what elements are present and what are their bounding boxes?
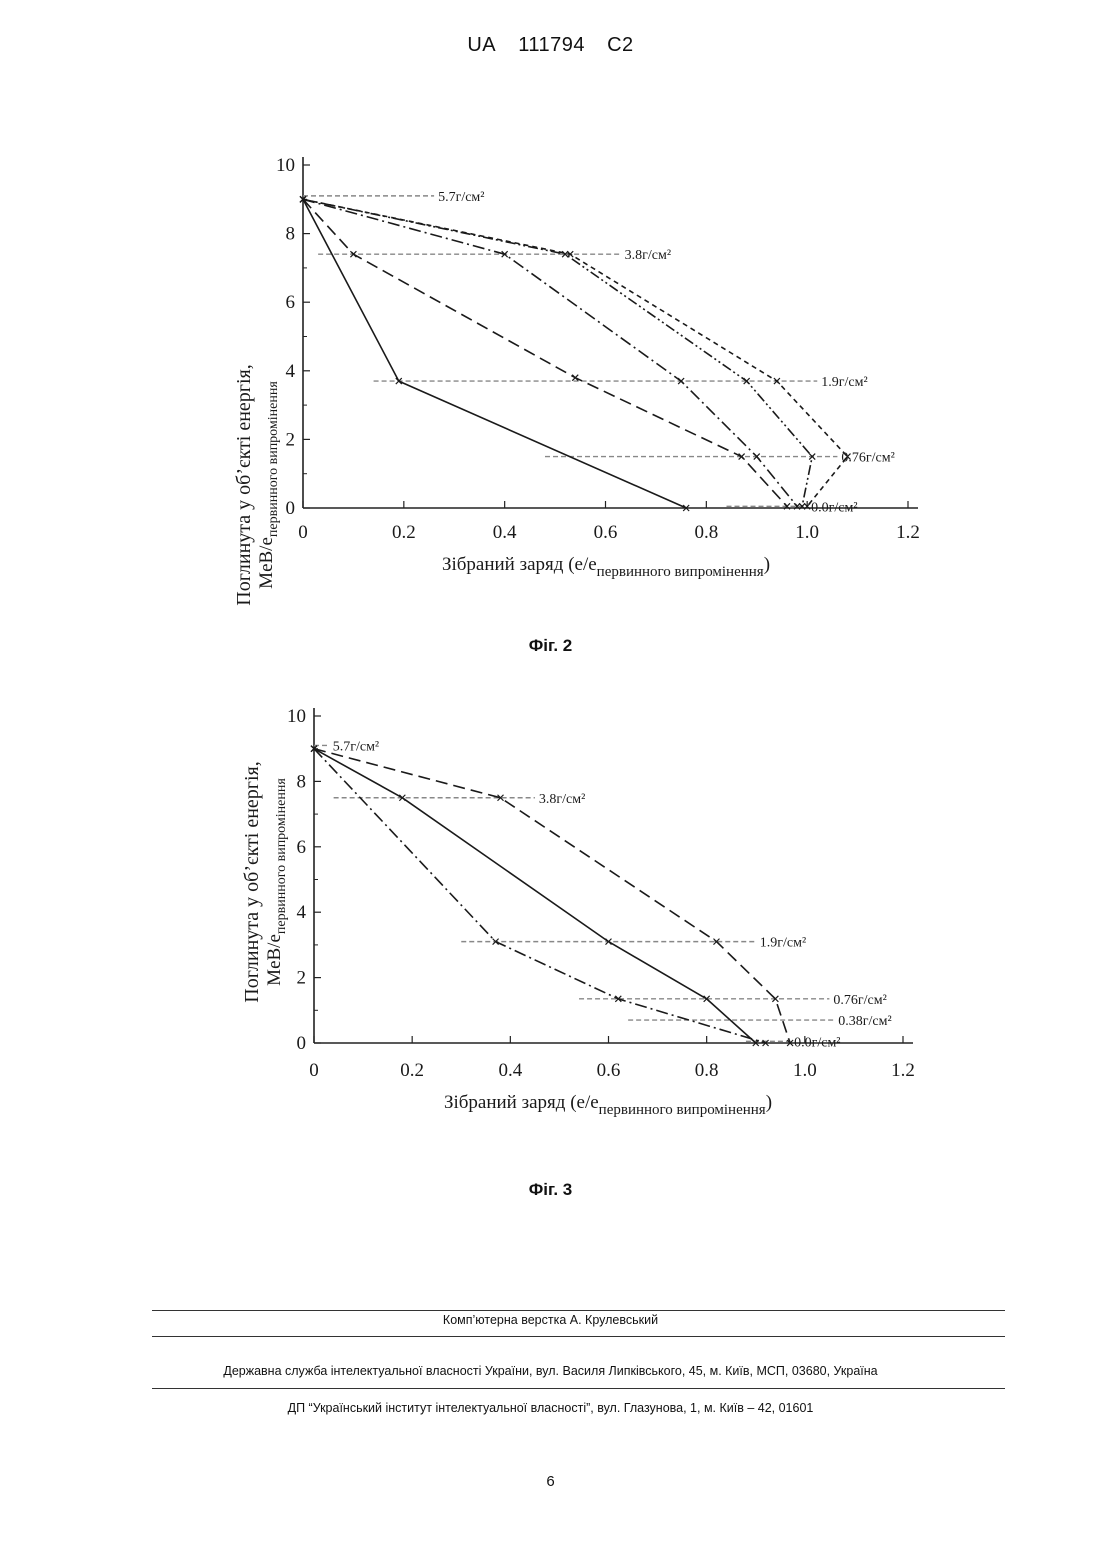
x-axis-label-subscript: первинного випромінення [597,564,764,580]
x-axis-label: Зібраний заряд (e/eпервинного випромінен… [442,554,770,580]
x-tick-label: 1.2 [891,1060,915,1081]
y-tick-label: 2 [286,429,296,450]
x-tick-label: 0 [298,522,308,543]
footer-layout-credit: Комп’ютерна верстка А. Крулевський [0,1313,1101,1327]
x-tick-label: 0.4 [498,1060,522,1081]
y-axis-label-line2: MeB/eпервинного випромінення [256,381,281,589]
x-tick-label: 0.2 [392,522,416,543]
x-tick-label: 0.6 [594,522,618,543]
x-tick-label: 1.2 [896,522,920,543]
y-tick-label: 4 [286,361,296,382]
y-axis-unit: MeB/e [264,934,285,986]
thickness-level-label: 0.76г/см² [833,993,886,1008]
x-axis-label-subscript: первинного випромінення [599,1102,766,1118]
figure-2-caption: Фіг. 2 [0,636,1101,656]
y-tick-label: 4 [297,902,307,923]
y-tick-label: 10 [287,706,306,727]
y-tick-label: 6 [297,837,307,858]
thickness-level-label: 0.38г/см² [838,1014,891,1029]
y-tick-label: 0 [286,498,296,519]
x-tick-label: 0 [309,1060,319,1081]
footer-divider-2 [152,1336,1005,1337]
x-tick-label: 0.2 [400,1060,424,1081]
y-axis-label-line2: MeB/eпервинного випромінення [264,778,289,986]
y-axis-unit-subscript: первинного випромінення [274,778,289,934]
y-tick-label: 8 [286,224,296,245]
y-tick-label: 6 [286,292,296,313]
thickness-level-label: 5.7г/см² [438,190,484,205]
x-tick-label: 1.0 [793,1060,817,1081]
patent-kind: C2 [607,34,634,56]
x-axis-label: Зібраний заряд (e/eпервинного випромінен… [444,1092,772,1118]
patent-number: 111794 [518,34,585,56]
footer-divider-3 [152,1388,1005,1389]
y-tick-label: 0 [297,1033,307,1054]
data-point-marker [572,375,578,381]
x-axis-label-main: Зібраний заряд (e/e [442,554,597,575]
thickness-level-label: 3.8г/см² [539,792,585,807]
series-line-solid [314,749,756,1043]
y-tick-label: 2 [297,968,307,989]
y-tick-label: 10 [276,155,295,176]
y-axis-label: Поглинута у об’єкті енергія, MeB/eпервин… [241,761,289,1002]
patent-country: UA [467,34,496,56]
thickness-level-label: 0.0г/см² [794,1035,840,1050]
series-line-solid [303,199,686,508]
series-line-dashdotdot [303,199,812,506]
thickness-level-label: 5.7г/см² [333,739,379,754]
thickness-level-label: 1.9г/см² [760,936,806,951]
y-axis-unit: MeB/e [256,537,277,589]
footer-agency: Державна служба інтелектуальної власност… [0,1364,1101,1378]
y-axis-unit-subscript: первинного випромінення [266,381,281,537]
thickness-level-label: 3.8г/см² [625,248,671,263]
x-tick-label: 0.8 [694,522,718,543]
y-axis-label-line1: Поглинута у об’єкті енергія, [241,761,263,1002]
thickness-level-label: 1.9г/см² [821,375,867,390]
thickness-level-label: 0.0г/см² [811,500,857,515]
x-tick-label: 1.0 [795,522,819,543]
patent-header: UA 111794 C2 [0,34,1101,57]
series-line-dashdot [303,199,797,506]
series-line-longdash [303,199,787,506]
x-axis-label-close: ) [766,1092,772,1113]
y-axis-label-line1: Поглинута у об’єкті енергія, [233,364,255,605]
x-tick-label: 0.6 [597,1060,621,1081]
x-tick-label: 0.4 [493,522,517,543]
x-axis-label-close: ) [764,554,770,575]
figure-3-caption: Фіг. 3 [0,1180,1101,1200]
x-axis-label-main: Зібраний заряд (e/e [444,1092,599,1113]
page-number: 6 [0,1473,1101,1490]
figure-2-chart: Поглинута у об’єкті енергія, MeB/eпервин… [0,140,1101,610]
x-tick-label: 0.8 [695,1060,719,1081]
figure-3-chart: Поглинута у об’єкті енергія, MeB/eпервин… [0,690,1101,1130]
footer-institute: ДП “Український інститут інтелектуальної… [0,1401,1101,1415]
y-tick-label: 8 [297,771,307,792]
y-axis-label: Поглинута у об’єкті енергія, MeB/eпервин… [233,364,281,605]
footer-divider-1 [152,1310,1005,1311]
